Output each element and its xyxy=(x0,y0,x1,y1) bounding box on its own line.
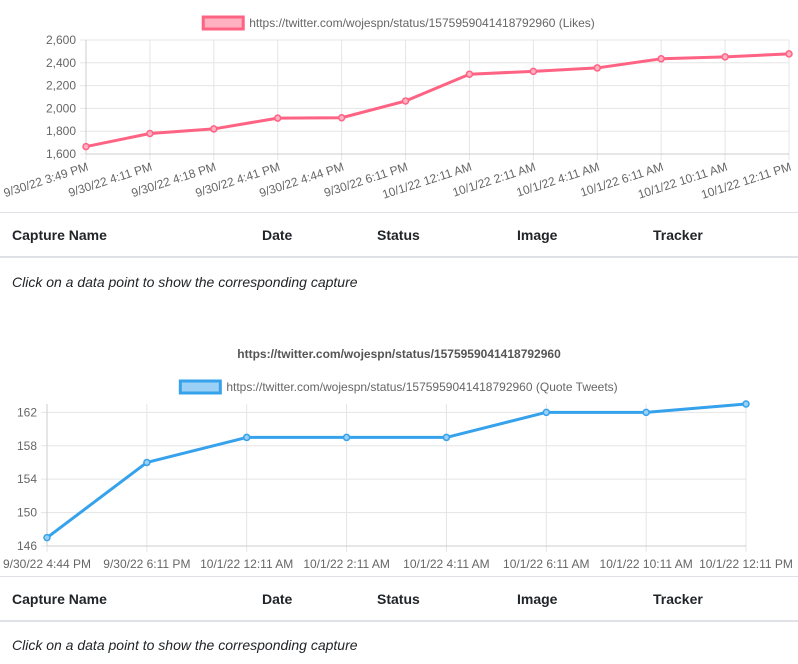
quote-tweets-chart[interactable]: https://twitter.com/wojespn/status/15759… xyxy=(0,364,798,576)
data-point[interactable] xyxy=(43,533,51,542)
captures-table-header: Capture Name Date Status Image Tracker xyxy=(0,576,798,622)
column-header-status[interactable]: Status xyxy=(377,591,420,607)
column-header-image[interactable]: Image xyxy=(517,227,558,243)
y-tick-label: 162 xyxy=(17,405,37,419)
y-tick-label: 146 xyxy=(17,539,37,553)
captures-table-header: Capture Name Date Status Image Tracker xyxy=(0,212,798,258)
data-point[interactable] xyxy=(657,55,665,63)
y-tick-label: 150 xyxy=(17,506,37,520)
x-tick-label: 10/1/22 12:11 PM xyxy=(699,557,793,571)
data-point[interactable] xyxy=(442,433,451,442)
x-tick-label: 10/1/22 12:11 AM xyxy=(200,557,293,571)
column-header-date[interactable]: Date xyxy=(262,227,293,243)
data-point[interactable] xyxy=(82,142,90,151)
series-line xyxy=(85,52,790,149)
y-tick-label: 2,600 xyxy=(46,33,76,47)
series-line xyxy=(46,402,747,539)
legend-swatch xyxy=(201,15,245,31)
data-point[interactable] xyxy=(342,433,351,442)
column-header-capture-name[interactable]: Capture Name xyxy=(12,591,107,607)
data-point[interactable] xyxy=(143,458,151,467)
data-point[interactable] xyxy=(742,400,750,408)
x-tick-label: 9/30/22 6:11 PM xyxy=(103,557,190,571)
x-tick-label: 10/1/22 6:11 AM xyxy=(503,557,590,571)
likes-chart[interactable]: https://twitter.com/wojespn/status/15759… xyxy=(0,0,798,212)
capture-hint-text: Click on a data point to show the corres… xyxy=(12,274,358,290)
data-point[interactable] xyxy=(642,408,650,417)
data-point[interactable] xyxy=(401,97,410,105)
legend-label: https://twitter.com/wojespn/status/15759… xyxy=(249,16,595,30)
data-point[interactable] xyxy=(210,125,218,133)
data-point[interactable] xyxy=(242,433,251,442)
y-tick-label: 158 xyxy=(17,439,37,453)
legend-label: https://twitter.com/wojespn/status/15759… xyxy=(226,380,617,394)
column-header-tracker[interactable]: Tracker xyxy=(653,591,703,607)
y-tick-label: 1,600 xyxy=(46,147,76,161)
chart-title: https://twitter.com/wojespn/status/15759… xyxy=(237,347,561,361)
y-tick-label: 2,000 xyxy=(46,101,76,115)
data-point[interactable] xyxy=(785,50,793,58)
y-tick-label: 2,400 xyxy=(46,56,76,70)
data-point[interactable] xyxy=(273,114,282,122)
column-header-tracker[interactable]: Tracker xyxy=(653,227,703,243)
data-point[interactable] xyxy=(542,408,551,417)
data-point[interactable] xyxy=(529,67,538,76)
data-point[interactable] xyxy=(721,53,729,61)
column-header-status[interactable]: Status xyxy=(377,227,420,243)
x-tick-label: 10/1/22 10:11 AM xyxy=(600,557,693,571)
column-header-date[interactable]: Date xyxy=(262,591,293,607)
column-header-capture-name[interactable]: Capture Name xyxy=(12,227,107,243)
data-point[interactable] xyxy=(593,64,602,72)
column-header-image[interactable]: Image xyxy=(517,591,558,607)
capture-hint-text: Click on a data point to show the corres… xyxy=(12,637,358,653)
data-point[interactable] xyxy=(146,129,154,138)
legend-swatch xyxy=(178,379,222,395)
y-tick-label: 1,800 xyxy=(46,124,76,138)
y-tick-label: 154 xyxy=(17,472,37,486)
y-tick-label: 2,200 xyxy=(46,79,76,93)
data-point[interactable] xyxy=(465,70,474,78)
x-tick-label: 9/30/22 4:44 PM xyxy=(3,557,91,571)
x-tick-label: 10/1/22 2:11 AM xyxy=(303,557,390,571)
x-tick-label: 10/1/22 4:11 AM xyxy=(403,557,490,571)
data-point[interactable] xyxy=(337,113,346,122)
